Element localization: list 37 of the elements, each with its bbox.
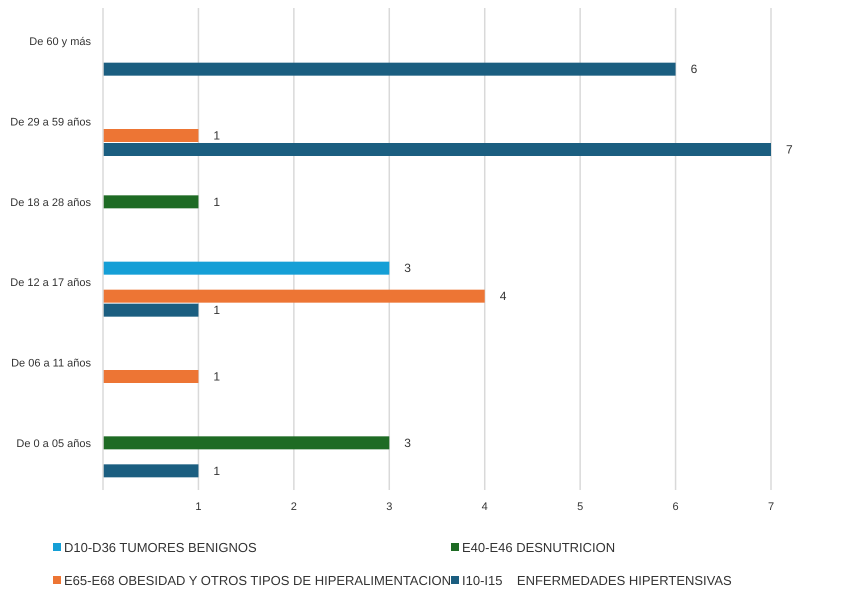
data-label: 7 [786,142,793,156]
legend-label: E40-E46 DESNUTRICION [462,540,616,555]
x-tick-label: 5 [577,501,584,513]
x-tick-label: 3 [386,501,392,513]
legend-label: D10-D36 TUMORES BENIGNOS [64,540,257,555]
y-tick-label: De 0 a 05 años [16,438,92,450]
bar [103,290,485,303]
data-label: 1 [213,464,220,478]
bar [103,436,390,450]
y-tick-label: De 06 a 11 años [11,358,92,370]
data-label: 4 [500,289,507,304]
y-tick-label: De 12 a 17 años [10,277,92,290]
data-label: 1 [213,303,220,318]
x-tick-label: 6 [672,501,679,513]
bar [103,370,198,383]
x-tick-label: 4 [482,501,488,513]
y-tick-label: De 18 a 28 años [10,196,92,209]
data-label: 1 [213,194,220,209]
data-label: 3 [404,436,412,450]
data-label: 1 [213,128,220,142]
bar [103,464,198,478]
data-label: 1 [213,370,220,384]
y-tick-label: De 60 y más [29,36,92,48]
bar [103,143,771,156]
bar [103,62,676,76]
bar [103,195,198,208]
legend-label: I10-I15 ENFERMEDADES HIPERTENSIVAS [462,573,732,588]
data-label: 6 [690,62,698,76]
data-label: 3 [404,261,412,276]
legend-label: E65-E68 OBESIDAD Y OTROS TIPOS DE HIPERALIMENTACION [64,573,451,588]
x-tick-label: 1 [195,501,202,513]
x-tick-label: 7 [768,501,774,513]
bar [103,129,198,142]
bar [103,262,390,275]
y-tick-label: De 29 a 59 años [10,116,92,128]
bar [103,304,198,317]
x-tick-label: 2 [290,501,297,513]
